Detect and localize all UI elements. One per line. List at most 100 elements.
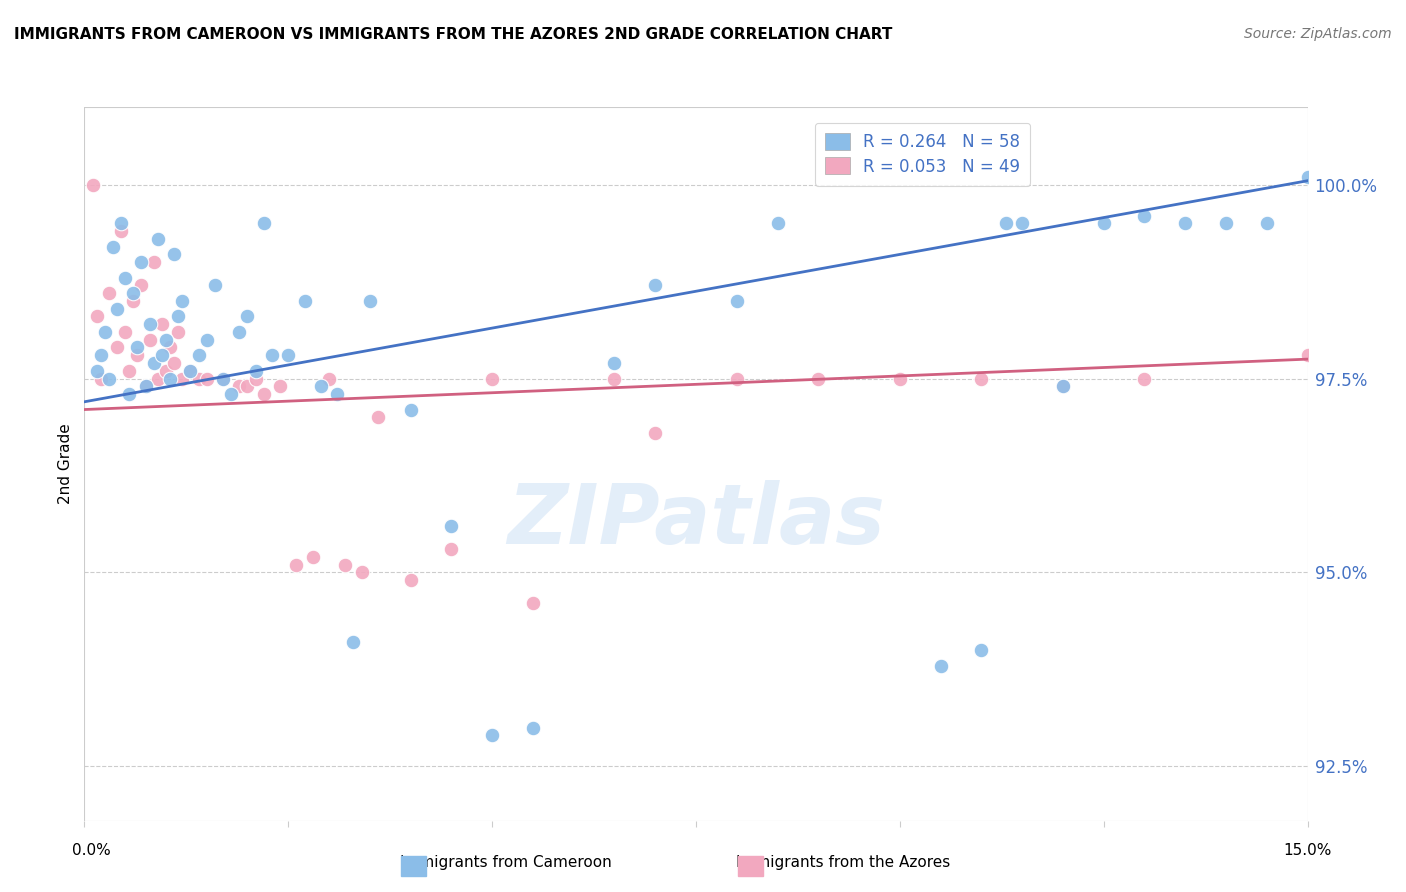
- Point: [245, 364, 267, 378]
- Text: 0.0%: 0.0%: [72, 843, 111, 858]
- Point: [970, 371, 993, 385]
- Point: [118, 364, 141, 378]
- Point: [294, 293, 316, 308]
- Point: [142, 255, 165, 269]
- Point: [335, 558, 357, 572]
- Point: [105, 341, 128, 355]
- Point: [114, 325, 136, 339]
- Point: [399, 402, 422, 417]
- Point: [277, 348, 299, 362]
- Point: [367, 410, 389, 425]
- Point: [1296, 169, 1319, 184]
- Y-axis label: 2nd Grade: 2nd Grade: [58, 424, 73, 504]
- Point: [90, 371, 112, 385]
- Point: [1092, 216, 1115, 230]
- Point: [187, 348, 209, 362]
- Point: [236, 379, 259, 393]
- Point: [122, 293, 145, 308]
- Point: [285, 558, 308, 572]
- Point: [399, 573, 422, 587]
- Point: [159, 341, 181, 355]
- Point: [135, 379, 157, 393]
- Point: [86, 364, 108, 378]
- Point: [342, 635, 364, 649]
- Point: [82, 178, 104, 192]
- Point: [725, 371, 748, 385]
- Point: [1011, 216, 1033, 230]
- Point: [131, 255, 153, 269]
- Point: [440, 519, 463, 533]
- Point: [481, 371, 503, 385]
- Point: [929, 658, 952, 673]
- Point: [236, 310, 259, 324]
- Point: [766, 216, 789, 230]
- Point: [146, 371, 169, 385]
- Point: [1296, 348, 1319, 362]
- Point: [122, 286, 145, 301]
- Point: [150, 348, 173, 362]
- Point: [138, 317, 160, 331]
- Point: [1133, 371, 1156, 385]
- Text: Immigrants from the Azores: Immigrants from the Azores: [737, 855, 950, 870]
- Point: [93, 325, 115, 339]
- Point: [994, 216, 1017, 230]
- Point: [179, 364, 201, 378]
- Point: [167, 325, 190, 339]
- Point: [889, 371, 911, 385]
- Point: [603, 371, 626, 385]
- Point: [318, 371, 340, 385]
- Point: [131, 278, 153, 293]
- Point: [1133, 209, 1156, 223]
- Point: [127, 341, 149, 355]
- Point: [212, 371, 235, 385]
- Text: Immigrants from Cameroon: Immigrants from Cameroon: [401, 855, 612, 870]
- Point: [97, 286, 120, 301]
- Point: [167, 310, 190, 324]
- Point: [228, 325, 250, 339]
- Point: [350, 566, 373, 580]
- Point: [90, 348, 112, 362]
- Text: 15.0%: 15.0%: [1284, 843, 1331, 858]
- Point: [1174, 216, 1197, 230]
- Point: [118, 387, 141, 401]
- Point: [1052, 379, 1074, 393]
- Point: [644, 425, 666, 440]
- Point: [1256, 216, 1278, 230]
- Text: ZIPatlas: ZIPatlas: [508, 481, 884, 561]
- Point: [807, 371, 830, 385]
- Point: [603, 356, 626, 370]
- Point: [212, 371, 235, 385]
- Point: [110, 224, 132, 238]
- Point: [725, 293, 748, 308]
- Point: [970, 643, 993, 657]
- Point: [155, 364, 177, 378]
- Point: [105, 301, 128, 316]
- Point: [195, 333, 218, 347]
- Point: [359, 293, 381, 308]
- Point: [155, 333, 177, 347]
- Point: [97, 371, 120, 385]
- Point: [522, 597, 544, 611]
- Point: [142, 356, 165, 370]
- Point: [260, 348, 283, 362]
- Point: [110, 216, 132, 230]
- Point: [326, 387, 349, 401]
- Point: [1052, 379, 1074, 393]
- Text: IMMIGRANTS FROM CAMEROON VS IMMIGRANTS FROM THE AZORES 2ND GRADE CORRELATION CHA: IMMIGRANTS FROM CAMEROON VS IMMIGRANTS F…: [14, 27, 893, 42]
- Point: [138, 333, 160, 347]
- Point: [159, 371, 181, 385]
- Point: [253, 387, 276, 401]
- Point: [195, 371, 218, 385]
- Text: Source: ZipAtlas.com: Source: ZipAtlas.com: [1244, 27, 1392, 41]
- Point: [1215, 216, 1237, 230]
- Point: [644, 278, 666, 293]
- Point: [253, 216, 276, 230]
- Point: [163, 247, 186, 261]
- Point: [187, 371, 209, 385]
- Point: [269, 379, 291, 393]
- Point: [150, 317, 173, 331]
- Point: [522, 721, 544, 735]
- Point: [228, 379, 250, 393]
- Legend: R = 0.264   N = 58, R = 0.053   N = 49: R = 0.264 N = 58, R = 0.053 N = 49: [815, 122, 1031, 186]
- Point: [301, 549, 323, 564]
